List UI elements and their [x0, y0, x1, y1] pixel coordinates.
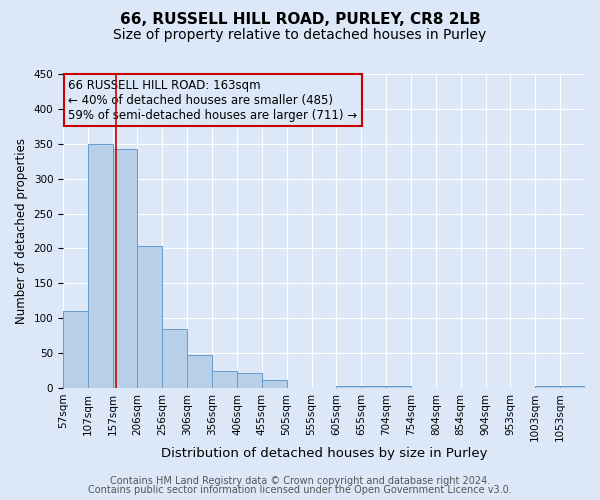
Text: 66, RUSSELL HILL ROAD, PURLEY, CR8 2LB: 66, RUSSELL HILL ROAD, PURLEY, CR8 2LB [119, 12, 481, 28]
Bar [187, 355, 212, 388]
X-axis label: Distribution of detached houses by size in Purley: Distribution of detached houses by size … [161, 447, 487, 460]
Bar [237, 372, 262, 388]
Bar [163, 328, 187, 388]
Bar [386, 386, 411, 388]
Y-axis label: Number of detached properties: Number of detached properties [15, 138, 28, 324]
Bar [212, 370, 237, 388]
Bar [262, 380, 287, 388]
Bar [88, 144, 113, 388]
Bar [113, 148, 137, 388]
Bar [63, 311, 88, 388]
Text: Size of property relative to detached houses in Purley: Size of property relative to detached ho… [113, 28, 487, 42]
Bar [361, 386, 386, 388]
Bar [137, 246, 163, 388]
Text: 66 RUSSELL HILL ROAD: 163sqm
← 40% of detached houses are smaller (485)
59% of s: 66 RUSSELL HILL ROAD: 163sqm ← 40% of de… [68, 78, 358, 122]
Text: Contains public sector information licensed under the Open Government Licence v3: Contains public sector information licen… [88, 485, 512, 495]
Bar [535, 386, 560, 388]
Text: Contains HM Land Registry data © Crown copyright and database right 2024.: Contains HM Land Registry data © Crown c… [110, 476, 490, 486]
Bar [560, 386, 585, 388]
Bar [337, 386, 361, 388]
